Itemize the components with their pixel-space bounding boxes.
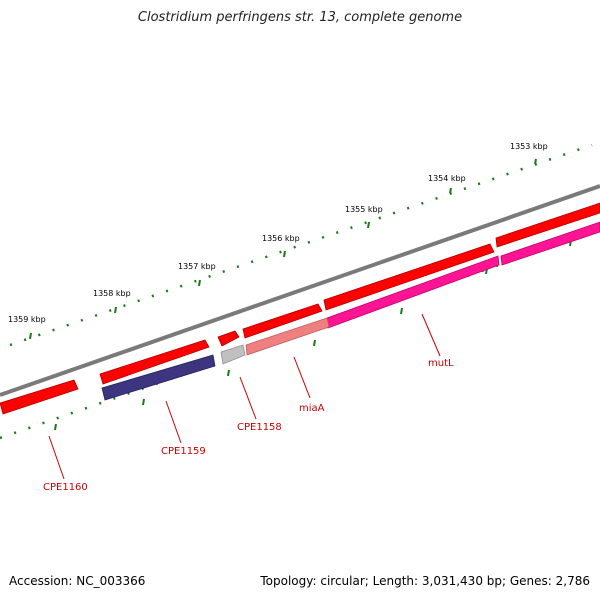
lower-tick-track [0, 228, 600, 440]
gene-CPE1158[interactable] [220, 344, 246, 365]
gene-arrow[interactable] [0, 379, 79, 415]
topology-text: Topology: circular; Length: 3,031,430 bp… [260, 574, 590, 588]
gene-label-CPE1158[interactable]: CPE1158 [237, 422, 282, 433]
gene-label-CPE1160[interactable]: CPE1160 [43, 482, 88, 493]
gene-arrow[interactable] [323, 243, 495, 311]
tick-label: 1359 kbp [8, 315, 46, 324]
tick-label: 1355 kbp [345, 205, 383, 214]
tick-label: 1353 kbp [510, 142, 548, 151]
reverse-genes [101, 221, 600, 401]
gene-CPE1159[interactable] [101, 354, 216, 401]
gene-arrow[interactable] [99, 339, 210, 385]
label-leaders [48, 313, 441, 480]
gene-label-mutL[interactable]: mutL [428, 358, 454, 369]
tick-label: 1357 kbp [178, 262, 216, 271]
accession-text: Accession: NC_003366 [9, 574, 146, 588]
gene-label-miaA[interactable]: miaA [299, 403, 325, 414]
gene-arrow[interactable] [217, 330, 240, 347]
gene-label-CPE1159[interactable]: CPE1159 [161, 446, 206, 457]
tick-label: 1356 kbp [262, 234, 300, 243]
genome-backbone [0, 184, 600, 397]
gene-mutL[interactable] [500, 221, 600, 266]
major-ticks-lower [54, 239, 572, 431]
map-title: Clostridium perfringens str. 13, complet… [137, 10, 463, 25]
gene-arrow[interactable] [242, 303, 323, 339]
tick-label: 1358 kbp [93, 289, 131, 298]
gene-arrow[interactable] [495, 202, 600, 248]
tick-label: 1354 kbp [428, 174, 466, 183]
gene-miaA[interactable] [245, 317, 330, 356]
major-ticks-upper [29, 158, 537, 340]
forward-genes [0, 202, 600, 415]
